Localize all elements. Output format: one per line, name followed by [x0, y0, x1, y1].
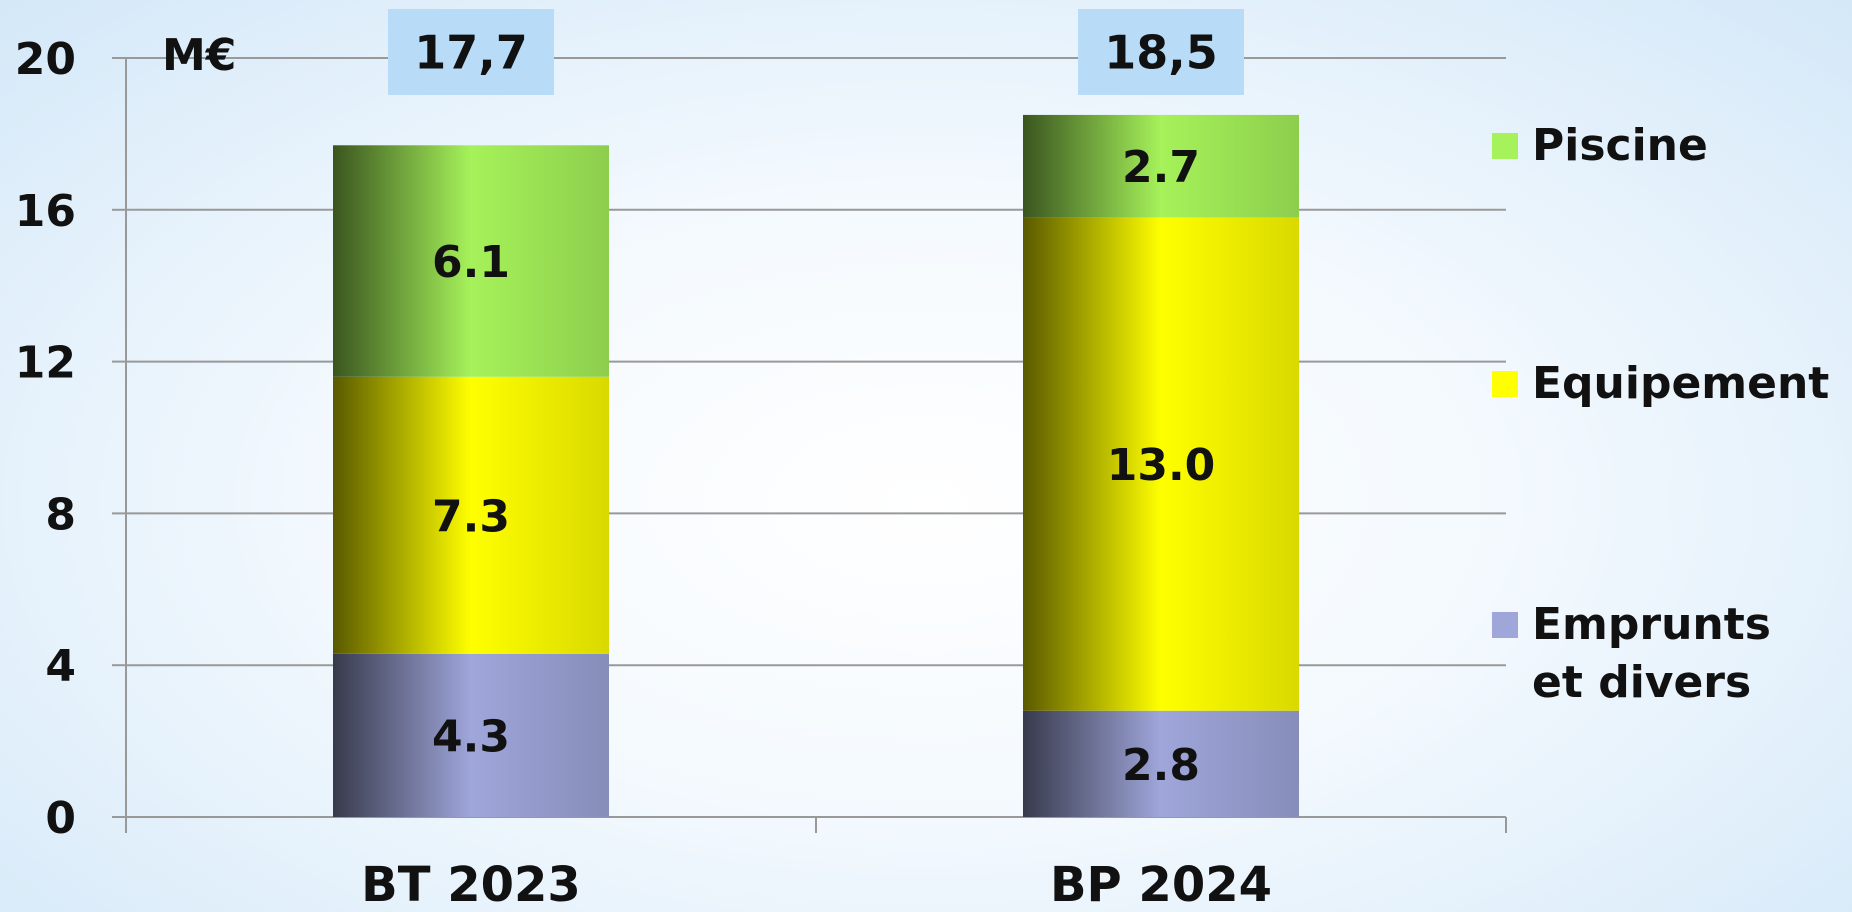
data-label: 7.3	[432, 491, 510, 542]
total-label: 17,7	[414, 26, 528, 80]
legend-swatch	[1492, 612, 1518, 638]
data-label: 2.7	[1122, 142, 1200, 193]
bar-segment	[1023, 217, 1299, 711]
legend-swatch	[1492, 133, 1518, 159]
y-tick-label: 0	[45, 793, 76, 844]
y-tick-label: 12	[15, 338, 76, 389]
data-label: 2.8	[1122, 740, 1200, 791]
total-box	[388, 9, 554, 95]
y-tick-label: 8	[45, 489, 76, 540]
bar-segment	[333, 376, 609, 654]
legend-item: Equipement	[1492, 355, 1829, 413]
data-label: 6.1	[432, 237, 510, 288]
legend-item: Emprunts et divers	[1492, 596, 1822, 712]
bar-segment	[333, 145, 609, 377]
bar-segment	[1023, 710, 1299, 817]
legend-swatch	[1492, 371, 1518, 397]
x-tick-label: BP 2024	[1050, 857, 1272, 912]
bar-segment	[333, 653, 609, 817]
bar-segment	[1023, 114, 1299, 218]
data-label: 13.0	[1107, 440, 1216, 491]
y-tick-label: 20	[15, 34, 76, 85]
unit-label: M€	[162, 30, 236, 81]
y-tick-label: 16	[15, 186, 76, 237]
data-label: 4.3	[432, 711, 510, 762]
legend-label: Emprunts et divers	[1532, 599, 1771, 708]
y-tick-label: 4	[45, 641, 76, 692]
legend-label: Equipement	[1532, 358, 1830, 409]
x-tick-label: BT 2023	[361, 857, 581, 912]
total-box	[1078, 9, 1244, 95]
total-label: 18,5	[1104, 26, 1218, 80]
legend-item: Piscine	[1492, 117, 1822, 175]
legend-label: Piscine	[1532, 120, 1708, 171]
